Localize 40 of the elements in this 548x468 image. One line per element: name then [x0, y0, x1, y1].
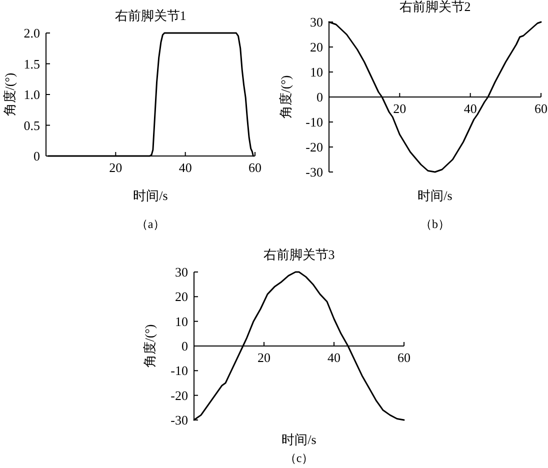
x-tick-label: 40: [328, 350, 340, 365]
chart-title: 右前脚关节2: [399, 0, 471, 14]
y-tick-label: -30: [306, 164, 323, 180]
y-tick-label: -10: [170, 363, 188, 378]
x-tick-label: 60: [248, 160, 262, 175]
y-tick-label: 10: [310, 64, 323, 80]
x-tick-label: 60: [398, 350, 410, 365]
y-axis-title: 角度/(°): [2, 72, 17, 116]
x-axis-title: 时间/s: [418, 188, 452, 203]
y-tick-label: 0.5: [24, 118, 40, 133]
x-tick-label: 60: [534, 101, 548, 116]
x-tick-label: 40: [464, 101, 477, 116]
y-axis-title: 角度/(°): [142, 324, 157, 368]
x-axis-title: 时间/s: [133, 188, 168, 203]
x-tick-label: 20: [109, 160, 122, 175]
y-tick-label: 0: [34, 148, 40, 164]
x-tick-label: 20: [393, 101, 406, 116]
chart-title: 右前脚关节3: [263, 247, 335, 262]
x-axis-title: 时间/s: [282, 432, 316, 447]
y-tick-label: -10: [306, 114, 323, 130]
y-tick-label: -30: [170, 412, 188, 428]
y-tick-label: 2.0: [24, 26, 40, 40]
text: （c）: [284, 451, 314, 465]
y-tick-label: -20: [306, 140, 323, 154]
y-tick-label: 1.5: [24, 56, 40, 72]
y-tick-label: 0: [182, 338, 188, 354]
y-tick-label: 20: [175, 289, 188, 304]
y-tick-label: 20: [310, 40, 323, 54]
y-tick-label: 0: [316, 90, 323, 104]
y-axis-title: 角度/(°): [278, 75, 293, 119]
y-tick-label: 30: [175, 264, 188, 280]
x-tick-label: 40: [178, 160, 192, 175]
y-tick-label: 30: [310, 14, 323, 30]
text: （a）: [136, 217, 166, 231]
y-tick-label: 10: [175, 314, 188, 329]
x-tick-label: 20: [258, 350, 270, 365]
y-tick-label: -20: [170, 388, 188, 403]
y-tick-label: 1.0: [24, 87, 40, 102]
text: （b）: [420, 217, 450, 231]
chart-title: 右前脚关节1: [114, 8, 186, 23]
